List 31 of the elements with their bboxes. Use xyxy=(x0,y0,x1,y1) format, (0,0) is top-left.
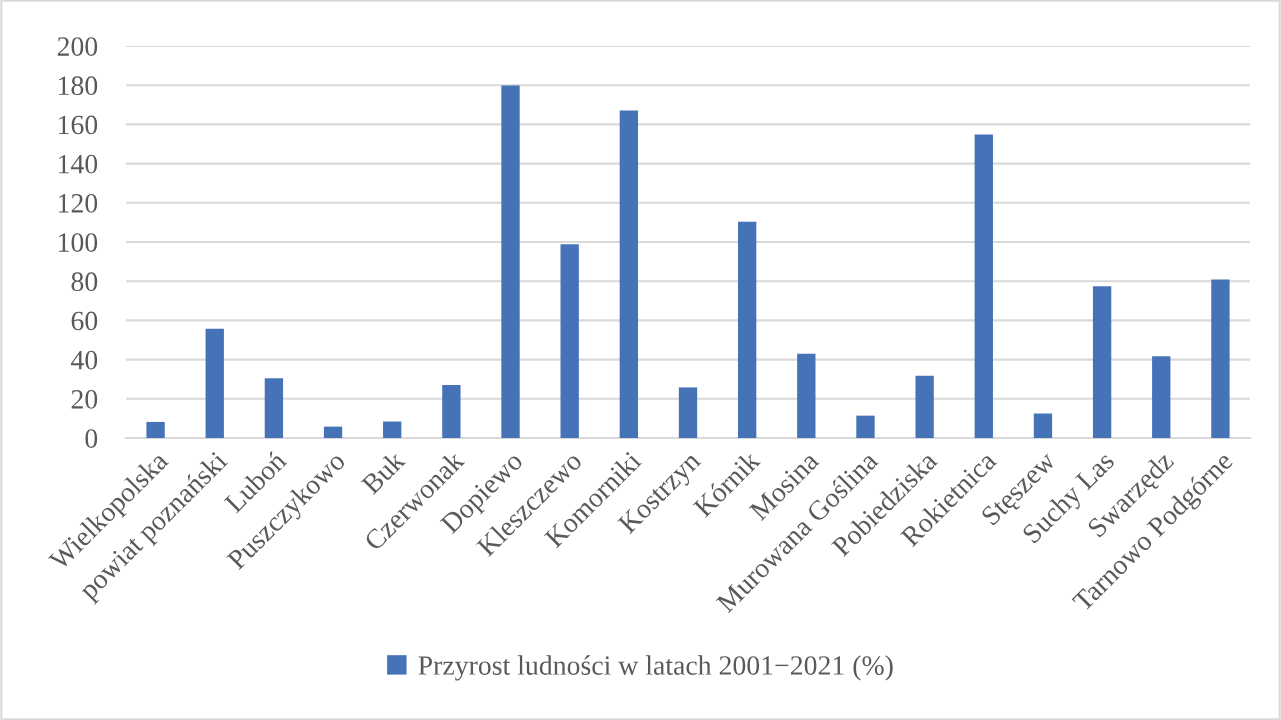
bar xyxy=(442,384,461,438)
bar xyxy=(146,421,165,438)
y-tick-label: 180 xyxy=(59,76,98,96)
bar xyxy=(737,221,757,438)
y-tick-label: 60 xyxy=(71,311,98,331)
bar xyxy=(1092,286,1112,438)
y-tick-label: 200 xyxy=(57,37,98,56)
bar xyxy=(560,244,579,438)
y-tick-label: 120 xyxy=(59,193,98,213)
bar xyxy=(1211,279,1230,438)
bar xyxy=(856,415,875,438)
bar xyxy=(1033,413,1053,438)
bar xyxy=(915,375,934,438)
bar xyxy=(797,353,816,438)
y-tick-label: 100 xyxy=(59,233,98,252)
bar xyxy=(974,134,993,438)
bar xyxy=(323,426,343,438)
bar xyxy=(678,387,698,438)
bar xyxy=(383,421,402,438)
bar xyxy=(205,328,224,438)
y-tick-label: 20 xyxy=(71,389,98,409)
bar xyxy=(264,378,284,438)
legend-label: Przyrost ludności w latach 2001−2021 (%) xyxy=(418,655,893,681)
y-tick-label: 80 xyxy=(71,272,98,292)
y-tick-label: 40 xyxy=(70,350,98,370)
y-tick-label: 160 xyxy=(59,115,98,135)
bar xyxy=(501,85,520,438)
y-tick-label: 140 xyxy=(59,154,98,174)
bar xyxy=(619,110,639,438)
bar xyxy=(1152,356,1171,438)
y-tick-label: 0 xyxy=(85,429,98,448)
